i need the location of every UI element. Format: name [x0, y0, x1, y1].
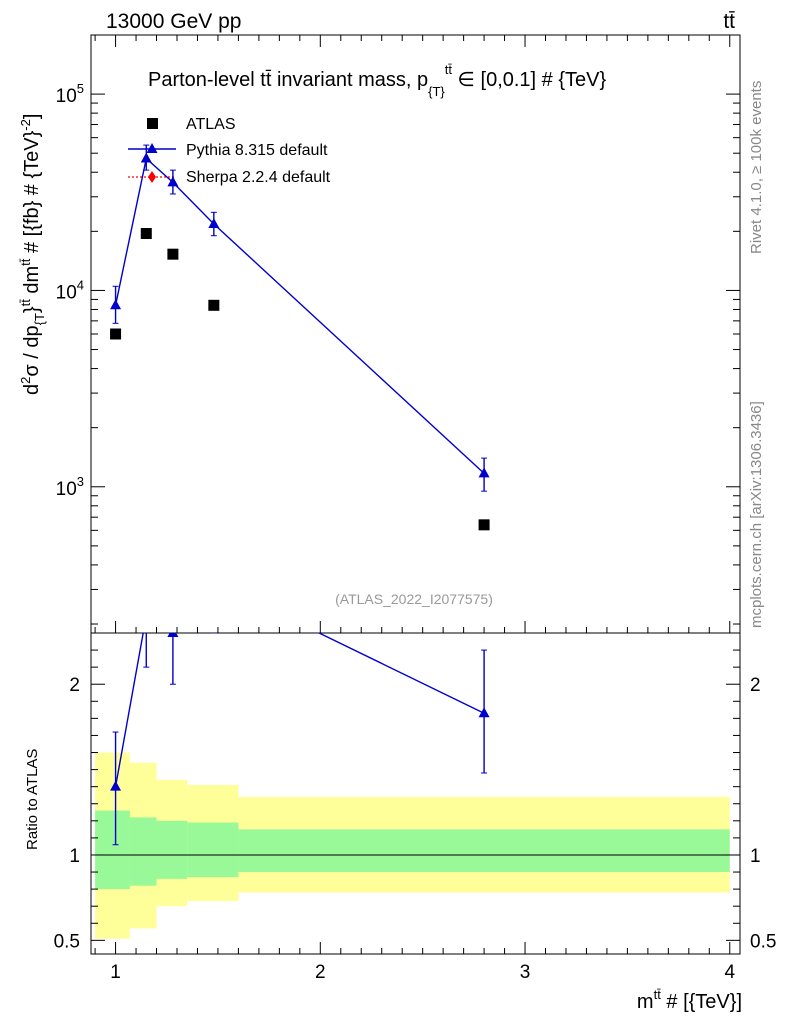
- header-right: tt̄: [723, 10, 735, 33]
- ratio-tick-label-right: 0.5: [750, 931, 776, 952]
- atlas-point: [208, 299, 220, 311]
- chart-title: Parton-level tt̄ invariant mass, p{T}tt̄…: [148, 62, 606, 99]
- ratio-panel: Ratio to ATLAS 1 2 3 4 0.5 0.5 1 1 2 2: [24, 576, 776, 983]
- x-axis-label: mtt̄ # [{TeV}]: [637, 987, 742, 1013]
- pythia-ratio-point: [141, 610, 152, 620]
- y-axis-label: d2σ / dp{T}tt̄ dmtt̄ # [{fb} # {TeV}-2]: [18, 114, 47, 395]
- legend-pythia-marker: [146, 143, 158, 153]
- x-tick-label: 2: [315, 962, 326, 983]
- ratio-tick-label: 2: [69, 675, 80, 696]
- watermark: (ATLAS_2022_I2077575): [335, 591, 493, 607]
- ratio-axis-ticks: 1 2 3 4 0.5 0.5 1 1 2 2: [54, 649, 776, 983]
- atlas-point: [110, 328, 122, 340]
- pythia-point: [208, 217, 220, 228]
- atlas-point: [140, 227, 152, 239]
- main-panel: Parton-level tt̄ invariant mass, p{T}tt̄…: [18, 34, 741, 634]
- pythia-ratio-point: [208, 576, 219, 586]
- green-band: [238, 829, 730, 873]
- ratio-frame: [90, 632, 741, 955]
- legend: ATLAS Pythia 8.315 default Sherpa 2.2.4 …: [128, 116, 331, 186]
- ratio-tick-label: 1: [69, 846, 80, 867]
- atlas-point: [478, 519, 490, 531]
- ratio-tick-label-right: 2: [750, 675, 761, 696]
- pythia-point: [478, 467, 490, 478]
- pythia-ratio-point: [167, 633, 179, 637]
- header-left: 13000 GeV pp: [106, 10, 241, 33]
- ratio-tick-label: 0.5: [54, 931, 80, 952]
- mcplots-label: mcplots.cern.ch [arXiv:1306.3436]: [748, 401, 765, 628]
- pythia-point: [110, 299, 122, 310]
- atlas-point: [167, 248, 179, 260]
- green-band: [156, 820, 188, 879]
- ratio-y-label: Ratio to ATLAS: [24, 749, 41, 850]
- green-band: [95, 810, 130, 890]
- pythia-point: [140, 152, 152, 163]
- y-tick-label: 105: [56, 81, 84, 107]
- pythia-ratio-point: [478, 707, 490, 718]
- uncertainty-bands: [91, 752, 740, 939]
- x-tick-label: 3: [520, 962, 531, 983]
- y-tick-label: 103: [56, 474, 84, 500]
- green-band: [129, 817, 157, 886]
- legend-sherpa-label: Sherpa 2.2.4 default: [186, 169, 331, 186]
- ratio-tick-label-right: 1: [750, 846, 761, 867]
- pythia-line: [114, 157, 485, 474]
- legend-pythia-label: Pythia 8.315 default: [186, 142, 328, 159]
- legend-sherpa-marker: [148, 171, 156, 183]
- legend-atlas-marker: [147, 118, 158, 129]
- main-data: [110, 144, 490, 531]
- legend-atlas-label: ATLAS: [186, 116, 236, 133]
- pythia-ratio-point: [110, 780, 122, 791]
- main-axis-ticks: 103 104 105: [56, 34, 740, 633]
- green-band: [187, 822, 239, 878]
- ratio-series: [110, 576, 490, 846]
- rivet-label: Rivet 4.1.0, ≥ 100k events: [748, 81, 765, 254]
- x-tick-label: 4: [724, 962, 735, 983]
- x-tick-label: 1: [110, 962, 121, 983]
- y-tick-label: 104: [56, 277, 84, 303]
- pythia-point: [167, 176, 179, 187]
- pythia-ratio-line: [114, 633, 485, 787]
- ratio-data: [110, 576, 490, 846]
